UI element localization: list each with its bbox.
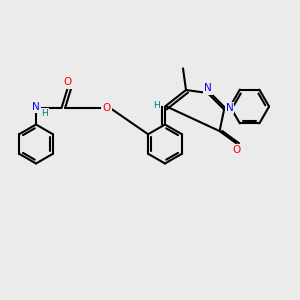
Text: O: O [232, 145, 240, 155]
Text: N: N [32, 102, 40, 112]
Text: O: O [102, 103, 111, 113]
Text: N: N [226, 103, 233, 113]
Text: H: H [41, 109, 48, 118]
Text: H: H [153, 100, 160, 109]
Text: O: O [63, 77, 72, 88]
Text: N: N [204, 83, 212, 94]
